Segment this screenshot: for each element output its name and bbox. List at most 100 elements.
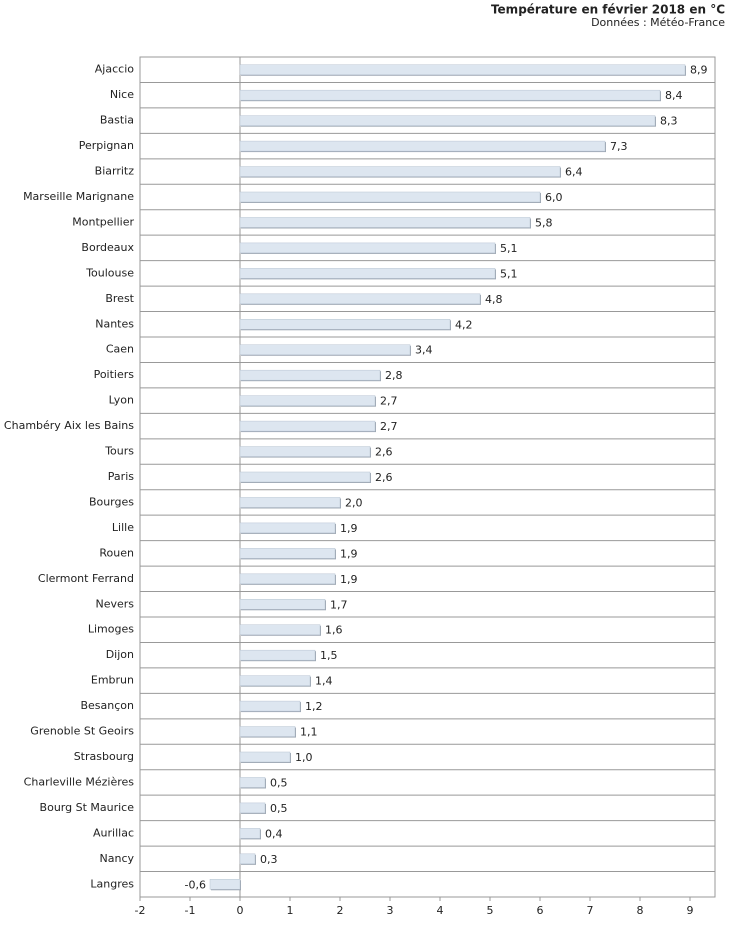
value-label: 1,6 xyxy=(325,624,343,637)
category-label: Grenoble St Geoirs xyxy=(30,725,134,738)
category-label: Bastia xyxy=(100,114,134,127)
value-label: 2,6 xyxy=(375,446,393,459)
bar xyxy=(239,89,661,101)
bar xyxy=(239,268,496,279)
value-label: 1,4 xyxy=(315,675,333,688)
bar xyxy=(239,115,656,126)
value-label: 8,4 xyxy=(665,89,683,102)
category-label: Limoges xyxy=(88,623,134,636)
bar xyxy=(239,624,321,635)
bar xyxy=(239,522,336,534)
bar xyxy=(239,319,451,330)
x-tick-label: 1 xyxy=(287,904,294,917)
x-tick-label: 3 xyxy=(387,904,394,917)
bar xyxy=(239,293,481,305)
value-label: 1,7 xyxy=(330,598,348,611)
bar xyxy=(239,420,376,432)
bar xyxy=(239,191,541,203)
category-label: Tours xyxy=(104,445,134,458)
value-label: 4,2 xyxy=(455,318,473,331)
bar xyxy=(239,726,296,737)
value-label: 7,3 xyxy=(610,140,628,153)
bar xyxy=(239,166,561,177)
category-label: Rouen xyxy=(99,546,134,559)
bar xyxy=(239,242,496,254)
value-label: 2,7 xyxy=(380,395,398,408)
x-tick-label: -2 xyxy=(135,904,146,917)
bar xyxy=(209,879,241,890)
x-tick-label: 5 xyxy=(487,904,494,917)
bar xyxy=(239,548,336,559)
value-label: 0,5 xyxy=(270,802,288,815)
category-label: Nice xyxy=(110,88,134,101)
value-label: 8,9 xyxy=(690,64,708,77)
category-label: Paris xyxy=(108,470,134,483)
category-label: Charleville Mézières xyxy=(24,775,135,788)
x-tick-label: 6 xyxy=(537,904,544,917)
category-label: Clermont Ferrand xyxy=(38,572,134,585)
category-label: Poitiers xyxy=(94,368,135,381)
bar xyxy=(239,853,256,865)
bar xyxy=(239,828,261,839)
category-label: Brest xyxy=(105,292,134,305)
bar xyxy=(239,471,371,483)
category-label: Toulouse xyxy=(85,266,134,279)
value-label: 5,8 xyxy=(535,216,553,229)
category-label: Chambéry Aix les Bains xyxy=(4,419,134,432)
bar xyxy=(239,802,266,814)
bar xyxy=(239,395,376,406)
chart-subtitle: Données : Météo-France xyxy=(591,16,725,29)
bar xyxy=(239,446,371,457)
category-label: Caen xyxy=(106,343,134,356)
category-label: Bordeaux xyxy=(81,241,134,254)
category-label: Dijon xyxy=(106,648,134,661)
value-label: 4,8 xyxy=(485,293,503,306)
bar xyxy=(239,64,686,75)
value-label: 5,1 xyxy=(500,242,518,255)
value-label: 0,5 xyxy=(270,776,288,789)
bar xyxy=(239,649,316,661)
x-tick-label: 8 xyxy=(637,904,644,917)
bar xyxy=(239,140,606,152)
category-label: Marseille Marignane xyxy=(23,190,134,203)
value-label: 5,1 xyxy=(500,267,518,280)
value-label: 3,4 xyxy=(415,344,433,357)
plot-frame xyxy=(139,56,716,898)
value-label: 1,9 xyxy=(340,522,358,535)
category-label: Lille xyxy=(112,521,134,534)
value-label: 1,9 xyxy=(340,547,358,560)
value-label: 1,2 xyxy=(305,700,323,713)
value-label: -0,6 xyxy=(185,878,206,891)
value-label: 2,8 xyxy=(385,369,403,382)
bar xyxy=(239,344,411,355)
category-label: Montpellier xyxy=(72,215,134,228)
value-label: 8,3 xyxy=(660,115,678,128)
value-label: 1,1 xyxy=(300,726,318,739)
category-label: Bourges xyxy=(89,495,134,508)
value-label: 6,4 xyxy=(565,166,583,179)
value-label: 1,0 xyxy=(295,751,313,764)
x-tick-label: 0 xyxy=(237,904,244,917)
category-label: Nevers xyxy=(95,597,134,610)
category-label: Strasbourg xyxy=(74,750,134,763)
category-label: Nancy xyxy=(100,852,135,865)
x-tick-label: 7 xyxy=(587,904,594,917)
category-label: Ajaccio xyxy=(95,63,134,76)
category-label: Lyon xyxy=(109,394,134,407)
bar xyxy=(239,777,266,788)
value-label: 1,5 xyxy=(320,649,338,662)
category-label: Nantes xyxy=(95,317,134,330)
category-label: Embrun xyxy=(91,674,134,687)
bar xyxy=(239,700,301,712)
value-label: 0,4 xyxy=(265,827,283,840)
category-label: Biarritz xyxy=(95,165,135,178)
bar xyxy=(239,573,336,585)
category-label: Aurillac xyxy=(93,826,134,839)
bar xyxy=(239,217,531,228)
bar xyxy=(239,497,341,508)
category-label: Bourg St Maurice xyxy=(40,801,135,814)
value-label: 2,0 xyxy=(345,496,363,509)
bar xyxy=(239,599,326,610)
x-tick-label: 2 xyxy=(337,904,344,917)
